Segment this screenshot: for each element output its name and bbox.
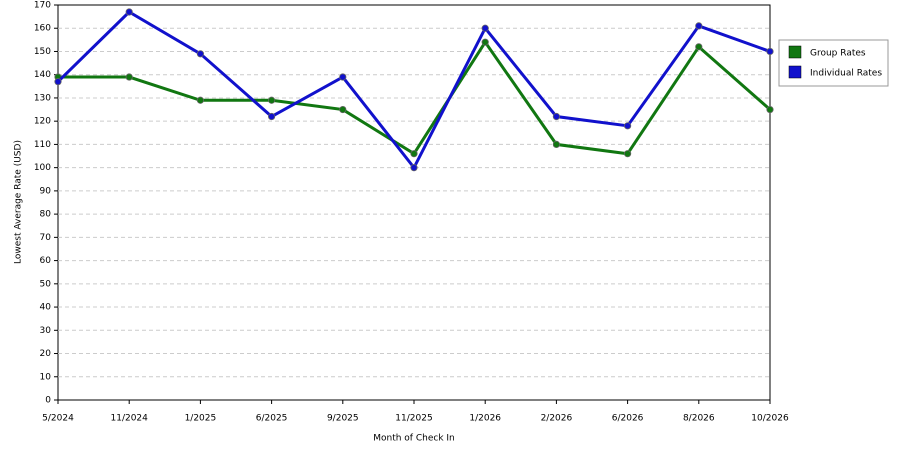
x-tick-label: 5/2024 — [42, 414, 74, 424]
x-tick-label: 1/2026 — [469, 414, 501, 424]
x-tick-label: 1/2025 — [185, 414, 217, 424]
data-point — [339, 73, 347, 81]
y-tick-label: 70 — [40, 233, 52, 243]
x-tick-label: 11/2024 — [111, 414, 149, 424]
data-point — [552, 112, 561, 121]
data-point — [410, 164, 418, 172]
data-point — [196, 50, 204, 58]
data-point — [125, 8, 133, 16]
x-tick-label: 2/2026 — [541, 414, 573, 424]
data-point — [623, 150, 632, 158]
data-point — [267, 96, 276, 104]
y-tick-label: 90 — [40, 186, 52, 196]
data-point — [125, 73, 133, 81]
y-tick-label: 80 — [40, 210, 52, 220]
y-tick-label: 120 — [34, 117, 51, 127]
legend-label: Group Rates — [810, 49, 866, 59]
x-tick-label: 8/2026 — [683, 414, 715, 424]
data-point — [552, 140, 561, 149]
x-tick-label: 6/2025 — [256, 414, 288, 424]
plot-area — [57, 4, 771, 401]
data-point — [695, 22, 703, 30]
legend-label: Individual Rates — [810, 69, 882, 79]
y-tick-label: 10 — [40, 372, 52, 382]
legend-swatch — [788, 45, 802, 59]
y-tick-label: 30 — [40, 326, 52, 336]
legend-box — [778, 39, 889, 87]
data-point — [267, 112, 276, 121]
data-point — [481, 24, 489, 32]
x-axis-label: Month of Check In — [373, 434, 455, 444]
y-tick-label: 20 — [40, 349, 52, 359]
y-tick-label: 140 — [34, 70, 51, 80]
y-tick-label: 50 — [40, 279, 52, 289]
y-tick-label: 100 — [34, 163, 51, 173]
y-axis-label: Lowest Average Rate (USD) — [14, 140, 24, 264]
y-tick-label: 130 — [34, 93, 51, 103]
y-tick-label: 150 — [34, 47, 51, 57]
x-tick-label: 11/2025 — [395, 414, 432, 424]
y-tick-label: 60 — [40, 256, 52, 266]
x-tick-label: 6/2026 — [612, 414, 644, 424]
data-point — [623, 122, 632, 130]
data-point — [410, 150, 418, 158]
data-point — [339, 105, 347, 114]
data-point — [766, 47, 774, 56]
data-point — [481, 38, 489, 46]
x-tick-label: 9/2025 — [327, 414, 359, 424]
legend-swatch — [788, 65, 802, 79]
y-tick-label: 160 — [34, 24, 51, 34]
y-tick-label: 0 — [45, 396, 51, 406]
data-point — [54, 78, 62, 86]
y-tick-label: 170 — [34, 1, 51, 11]
y-tick-label: 40 — [40, 303, 52, 313]
data-point — [766, 105, 774, 114]
y-tick-label: 110 — [34, 140, 51, 150]
data-point — [695, 43, 703, 51]
x-tick-label: 10/2026 — [751, 414, 789, 424]
data-point — [196, 96, 204, 104]
